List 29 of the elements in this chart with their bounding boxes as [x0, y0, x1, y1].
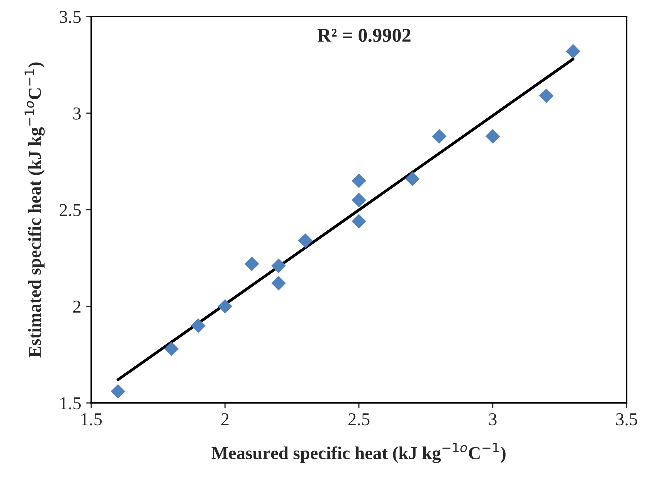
- x-tick-label: 2: [222, 413, 229, 426]
- point: [298, 234, 313, 248]
- point: [352, 174, 366, 188]
- y-tick-label: 1.5: [60, 398, 81, 410]
- y-axis-title: Estimated specific heat (kJ kg$^{−1o}$C$^{−1}$): [24, 62, 45, 358]
- point: [352, 193, 366, 208]
- y-tick-label: 3.5: [60, 11, 81, 24]
- x-tick-label: 1.5: [82, 414, 102, 426]
- y-tick-label: 3: [74, 108, 81, 120]
- y-tick-label: 2.5: [60, 204, 81, 217]
- point: [244, 256, 260, 272]
- x-tick-label: 3.5: [616, 413, 638, 426]
- x-tick-label: 2.5: [348, 413, 370, 426]
- point: [539, 88, 554, 104]
- x-axis-title: Measured specific heat (kJ kg$^{−1o}$C$^{−1}$): [212, 443, 506, 464]
- x-tick-label: 3: [489, 413, 497, 426]
- y-tick-label: 2: [73, 300, 81, 313]
- point: [191, 318, 206, 334]
- point: [218, 299, 233, 314]
- point: [405, 172, 420, 186]
- point: [164, 342, 180, 356]
- point: [352, 214, 366, 229]
- point: [272, 258, 286, 274]
- point: [110, 384, 126, 399]
- point: [486, 129, 500, 144]
- point: [432, 129, 447, 144]
- annotation: R² = 0.9902: [318, 28, 411, 42]
- point: [272, 276, 286, 291]
- point: [566, 44, 581, 59]
